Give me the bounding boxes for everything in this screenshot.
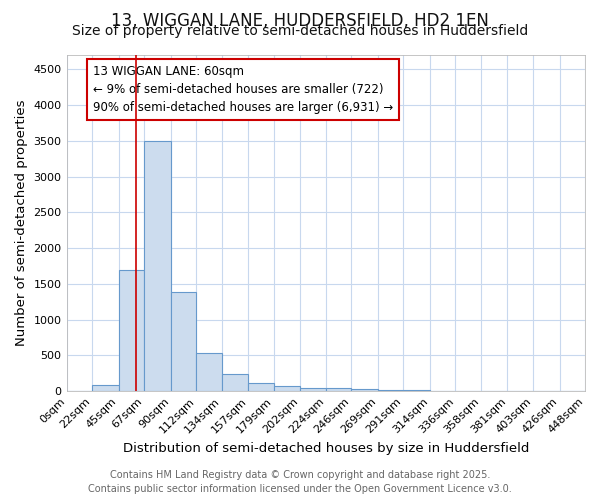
Bar — [378, 390, 403, 391]
Text: 13, WIGGAN LANE, HUDDERSFIELD, HD2 1EN: 13, WIGGAN LANE, HUDDERSFIELD, HD2 1EN — [111, 12, 489, 30]
Text: Size of property relative to semi-detached houses in Huddersfield: Size of property relative to semi-detach… — [72, 24, 528, 38]
Text: 13 WIGGAN LANE: 60sqm
← 9% of semi-detached houses are smaller (722)
90% of semi: 13 WIGGAN LANE: 60sqm ← 9% of semi-detac… — [93, 65, 394, 114]
Bar — [221, 374, 248, 391]
Bar — [119, 270, 144, 391]
Text: Contains HM Land Registry data © Crown copyright and database right 2025.
Contai: Contains HM Land Registry data © Crown c… — [88, 470, 512, 494]
Bar — [403, 390, 430, 391]
Bar — [326, 388, 351, 391]
Bar — [92, 386, 119, 391]
X-axis label: Distribution of semi-detached houses by size in Huddersfield: Distribution of semi-detached houses by … — [122, 442, 529, 455]
Bar — [170, 292, 196, 391]
Bar — [351, 389, 378, 391]
Bar — [196, 354, 221, 391]
Bar — [274, 386, 301, 391]
Y-axis label: Number of semi-detached properties: Number of semi-detached properties — [15, 100, 28, 346]
Bar — [301, 388, 326, 391]
Bar — [144, 141, 170, 391]
Bar — [248, 382, 274, 391]
